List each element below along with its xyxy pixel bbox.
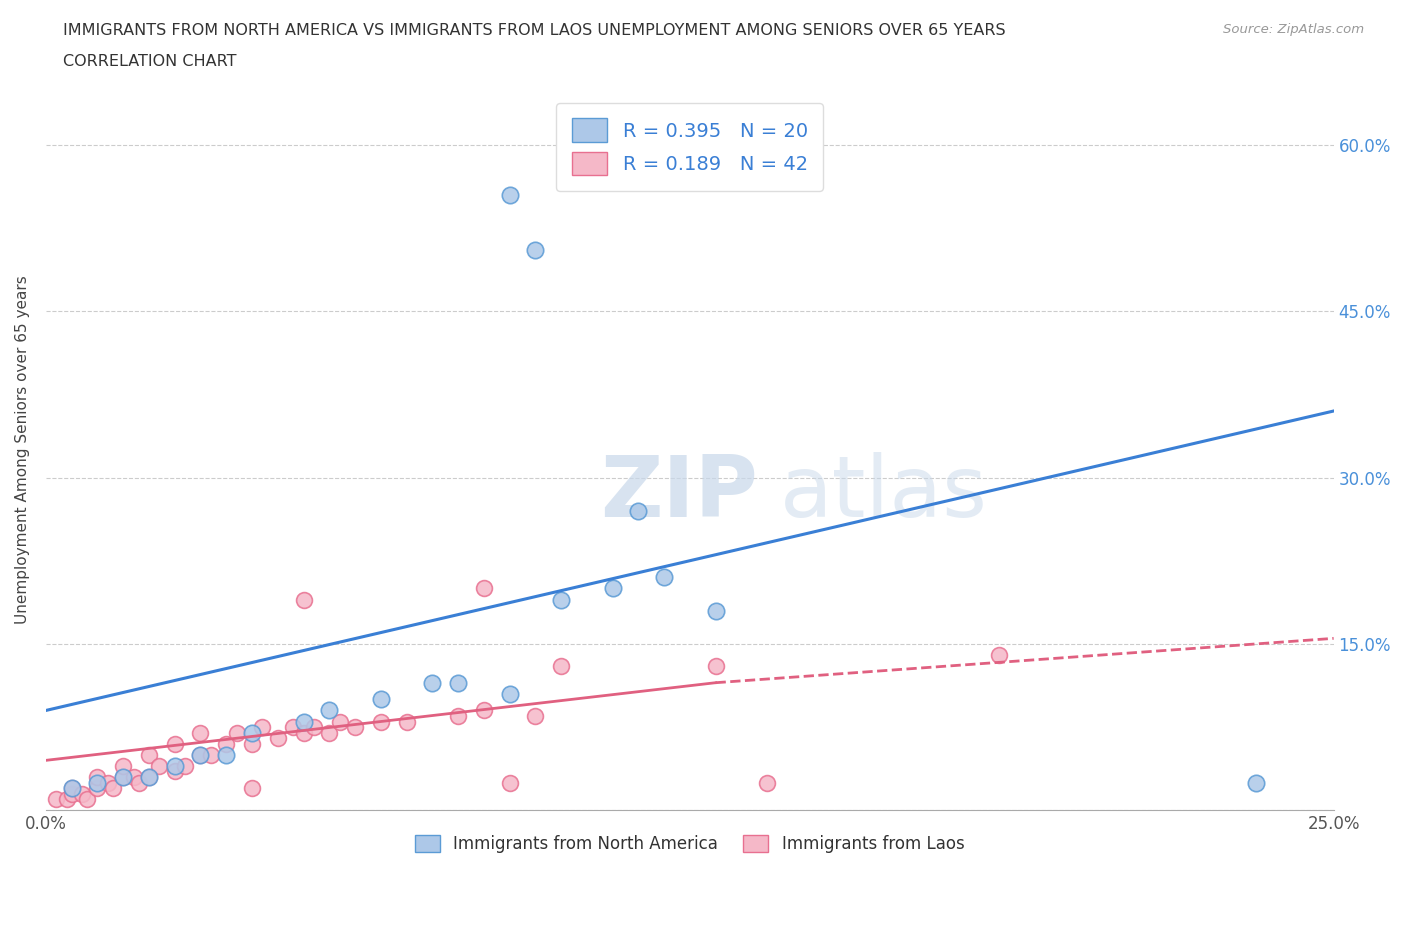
Point [498,686,520,701]
Point [472,581,495,596]
Point [225,725,247,740]
Point [292,725,315,740]
Point [148,759,170,774]
Point [498,775,520,790]
Point [652,570,675,585]
Point [240,725,263,740]
Point [163,764,186,778]
Point [524,243,547,258]
Point [240,780,263,795]
Text: Source: ZipAtlas.com: Source: ZipAtlas.com [1223,23,1364,36]
Point [704,604,727,618]
Point [174,759,197,774]
Point [163,759,186,774]
Point [447,709,470,724]
Point [190,725,212,740]
Point [76,791,98,806]
Point [252,720,274,735]
Point [200,748,222,763]
Y-axis label: Unemployment Among Seniors over 65 years: Unemployment Among Seniors over 65 years [15,275,30,624]
Point [163,737,186,751]
Text: ZIP: ZIP [600,452,758,535]
Point [86,775,108,790]
Point [128,775,150,790]
Point [101,780,124,795]
Point [370,692,392,707]
Point [138,769,160,784]
Point [704,658,727,673]
Point [112,769,135,784]
Point [112,769,135,784]
Point [370,714,392,729]
Point [292,714,315,729]
Point [45,791,67,806]
Point [86,780,108,795]
Point [138,769,160,784]
Point [55,791,77,806]
Point [70,786,93,801]
Point [395,714,418,729]
Text: CORRELATION CHART: CORRELATION CHART [63,54,236,69]
Point [190,748,212,763]
Point [756,775,779,790]
Legend: Immigrants from North America, Immigrants from Laos: Immigrants from North America, Immigrant… [409,828,972,859]
Point [524,709,547,724]
Point [987,647,1010,662]
Point [215,748,238,763]
Point [420,675,443,690]
Point [550,658,572,673]
Point [86,769,108,784]
Point [60,786,83,801]
Point [302,720,325,735]
Point [498,187,520,202]
Point [60,780,83,795]
Point [602,581,624,596]
Text: IMMIGRANTS FROM NORTH AMERICA VS IMMIGRANTS FROM LAOS UNEMPLOYMENT AMONG SENIORS: IMMIGRANTS FROM NORTH AMERICA VS IMMIGRA… [63,23,1005,38]
Point [472,703,495,718]
Point [240,737,263,751]
Point [97,775,120,790]
Point [318,703,340,718]
Point [1246,775,1268,790]
Point [627,503,650,518]
Point [329,714,352,729]
Point [138,748,160,763]
Point [318,725,340,740]
Point [283,720,305,735]
Point [343,720,366,735]
Text: atlas: atlas [780,452,988,535]
Point [215,737,238,751]
Point [550,592,572,607]
Point [112,759,135,774]
Point [190,748,212,763]
Point [122,769,145,784]
Point [292,592,315,607]
Point [447,675,470,690]
Point [60,780,83,795]
Point [267,731,290,746]
